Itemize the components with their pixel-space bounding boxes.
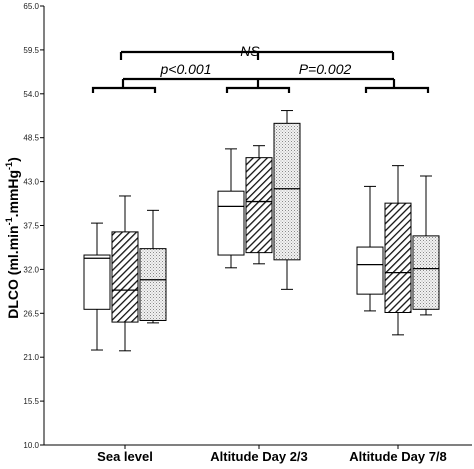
iqr-box bbox=[384, 202, 412, 314]
sig-label-p1: p<0.001 bbox=[160, 61, 212, 77]
group-bracket bbox=[91, 86, 157, 93]
iqr-box bbox=[217, 190, 245, 256]
iqr-box bbox=[83, 254, 111, 310]
y-tick-label: 48.5 bbox=[23, 134, 39, 143]
y-tick-label: 43.0 bbox=[23, 178, 39, 187]
iqr-box bbox=[245, 157, 273, 254]
y-axis-label: DLCO (ml.min-1.mmHg-1) bbox=[4, 157, 21, 319]
y-tick-label: 37.5 bbox=[23, 222, 39, 231]
boxplot-hatched-2 bbox=[245, 145, 273, 265]
boxplot-hatched-3 bbox=[384, 165, 412, 336]
sig-label-p2: P=0.002 bbox=[299, 61, 352, 77]
y-tick-label: 26.5 bbox=[23, 309, 39, 318]
y-tick-label: 65.0 bbox=[23, 2, 39, 11]
y-tick-label: 54.0 bbox=[23, 90, 39, 99]
y-tick-label: 32.0 bbox=[23, 265, 39, 274]
boxplot-white-1 bbox=[83, 222, 111, 351]
boxplot-white-3 bbox=[356, 185, 384, 312]
boxplot-dotted-1 bbox=[139, 209, 167, 324]
iqr-box bbox=[111, 231, 139, 323]
group-bracket bbox=[364, 86, 430, 93]
sig-label-ns: NS bbox=[240, 43, 260, 59]
boxplot-white-2 bbox=[217, 148, 245, 269]
y-tick-label: 10.0 bbox=[23, 441, 39, 450]
iqr-box bbox=[273, 122, 301, 261]
boxplot-dotted-3 bbox=[412, 175, 440, 316]
x-category-label: Sea level bbox=[97, 449, 153, 464]
iqr-box bbox=[412, 235, 440, 310]
iqr-box bbox=[139, 248, 167, 321]
boxplot-hatched-1 bbox=[111, 195, 139, 352]
y-tick-label: 15.5 bbox=[23, 397, 39, 406]
iqr-box bbox=[356, 246, 384, 295]
y-tick-label: 59.5 bbox=[23, 46, 39, 55]
x-category-label: Altitude Day 2/3 bbox=[210, 449, 308, 464]
y-tick-label: 21.0 bbox=[23, 353, 39, 362]
boxplot-dotted-2 bbox=[273, 110, 301, 290]
group-bracket bbox=[225, 86, 291, 93]
x-category-label: Altitude Day 7/8 bbox=[349, 449, 447, 464]
